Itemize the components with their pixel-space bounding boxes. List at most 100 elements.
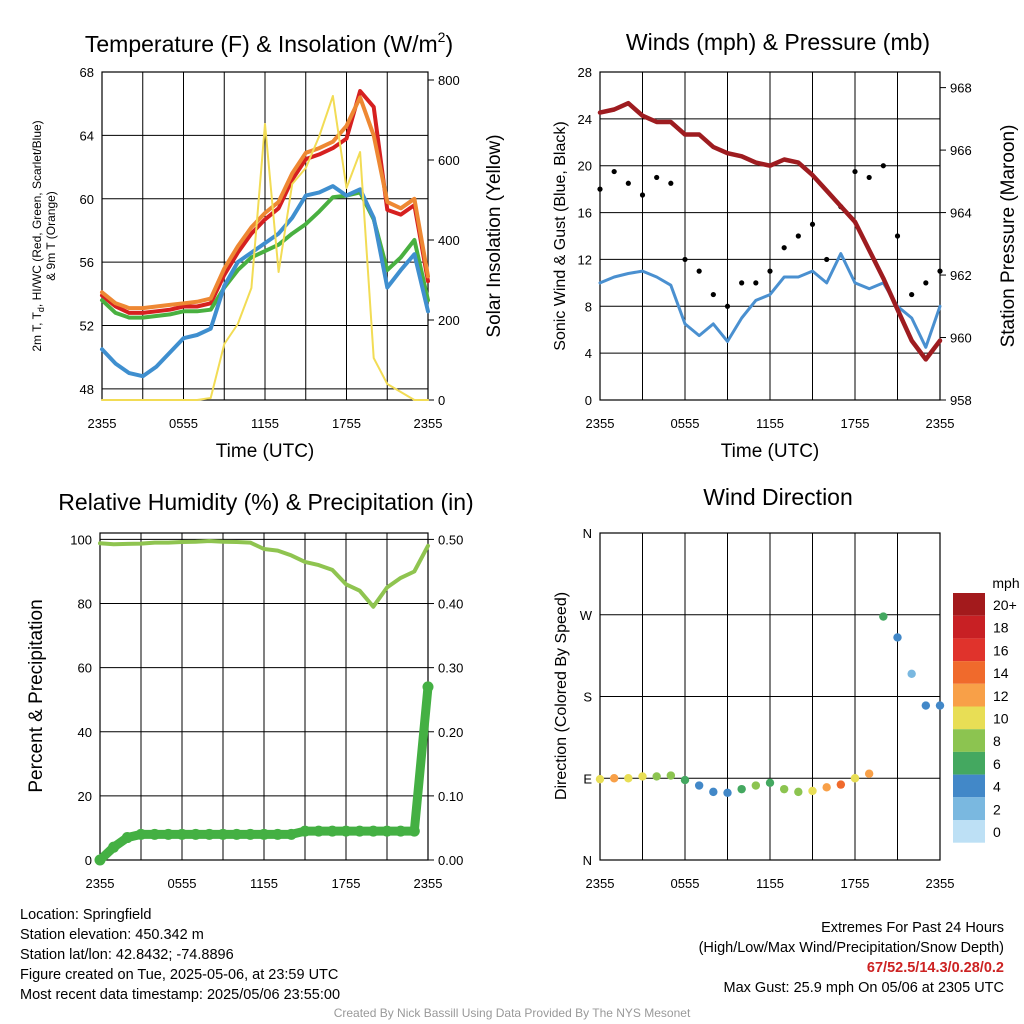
- series-precipitation: [258, 828, 270, 840]
- y-tick-label: 0: [85, 853, 92, 868]
- series-relative-humidity: [98, 539, 430, 609]
- legend-swatch: [953, 774, 985, 798]
- series-gust: [909, 291, 915, 298]
- legend-label: 4: [993, 779, 1001, 795]
- extremes-values: 67/52.5/14.3/0.28/0.2: [866, 960, 1004, 976]
- series-precipitation: [162, 828, 174, 840]
- direction-point: [680, 775, 690, 785]
- legend-label: 18: [993, 620, 1009, 636]
- legend-swatch: [953, 706, 985, 730]
- series-precipitation: [190, 828, 202, 840]
- legend-label: 10: [993, 711, 1009, 727]
- x-tick-label: 0555: [671, 876, 700, 891]
- extremes-heading: Extremes For Past 24 Hours: [821, 920, 1004, 936]
- legend-swatch: [953, 638, 985, 662]
- x-axis-label: Time (UTC): [216, 441, 315, 462]
- y-tick-label: 80: [78, 597, 92, 612]
- y2-tick-label: 966: [950, 143, 972, 158]
- created-text: Figure created on Tue, 2025-05-06, at 23…: [20, 967, 339, 983]
- x-tick-label: 1155: [251, 416, 279, 431]
- x-tick-label: 2355: [926, 416, 955, 431]
- legend-swatch: [953, 615, 985, 639]
- series-precipitation: [422, 681, 434, 693]
- series-gust: [880, 163, 886, 169]
- y2-tick-label: 964: [950, 206, 972, 221]
- legend-label: 2: [993, 801, 1001, 817]
- series-gust: [795, 233, 801, 239]
- series-precipitation: [149, 828, 161, 840]
- direction-point: [921, 701, 931, 710]
- y-tick-label: 20: [578, 159, 592, 174]
- x-tick-label: 1755: [332, 876, 361, 891]
- y2-tick-label: 0: [438, 393, 445, 408]
- series-gust: [597, 186, 603, 192]
- series-gust: [923, 280, 929, 286]
- direction-point: [779, 784, 789, 794]
- y2-tick-label: 0.30: [438, 661, 463, 676]
- x-tick-label: 2355: [88, 416, 117, 431]
- direction-point: [737, 784, 746, 794]
- series-solar: [101, 95, 429, 401]
- y-axis-label: 2m T, Td, HI/WC (Red, Green, Scarlet/Blu…: [30, 120, 46, 351]
- direction-point: [609, 774, 619, 783]
- direction-point: [666, 771, 676, 780]
- y2-tick-label: 0.50: [438, 532, 463, 547]
- direction-point: [935, 701, 945, 710]
- y-tick-label: 48: [80, 382, 94, 397]
- y2-tick-label: 960: [950, 331, 972, 346]
- series-gust: [753, 280, 759, 286]
- direction-point: [751, 781, 761, 790]
- series-gust: [710, 291, 716, 298]
- direction-point: [595, 774, 605, 784]
- y2-tick-label: 600: [438, 153, 460, 168]
- series-precipitation-group: [94, 681, 434, 866]
- y-tick-label: E: [583, 771, 592, 786]
- y-tick-label: 20: [78, 789, 92, 804]
- x-axis-label: Time (UTC): [721, 441, 820, 462]
- series-gust: [809, 221, 816, 227]
- x-tick-label: 1155: [250, 876, 278, 891]
- panel-humidity: [99, 532, 434, 861]
- series-precipitation: [395, 825, 407, 837]
- y-axis-label: Percent & Precipitation: [26, 599, 47, 792]
- direction-point: [893, 633, 902, 642]
- x-tick-label: 2355: [86, 876, 115, 891]
- series-precipitation: [217, 828, 229, 840]
- credit-text: Created By Nick Bassill Using Data Provi…: [333, 1006, 691, 1020]
- direction-point: [723, 788, 732, 797]
- series-gust: [696, 268, 702, 274]
- series-gust: [852, 168, 858, 175]
- series-gust: [639, 192, 646, 198]
- elevation-text: Station elevation: 450.342 m: [20, 927, 204, 943]
- y-tick-label: 60: [80, 192, 94, 207]
- y-tick-label: 100: [70, 532, 92, 547]
- y-tick-label: 40: [78, 725, 92, 740]
- chart-title: Wind Direction: [703, 484, 853, 510]
- x-tick-label: 1755: [841, 416, 870, 431]
- x-tick-label: 1755: [332, 416, 361, 431]
- y-tick-label: 56: [80, 255, 94, 270]
- x-tick-label: 1155: [756, 416, 784, 431]
- y-tick-label: 12: [578, 252, 592, 267]
- y-tick-label: 52: [80, 319, 94, 334]
- legend-label: 12: [993, 688, 1009, 704]
- series-gust: [611, 168, 617, 175]
- y2-tick-label: 800: [438, 73, 460, 88]
- y-axis-label: Sonic Wind & Gust (Blue, Black): [552, 121, 569, 350]
- series-precipitation: [231, 828, 243, 840]
- direction-point: [709, 787, 718, 797]
- series-precipitation: [135, 828, 147, 840]
- legend-label: 14: [993, 665, 1009, 681]
- extremes-subheading: (High/Low/Max Wind/Precipitation/Snow De…: [698, 940, 1004, 956]
- recent-data-text: Most recent data timestamp: 2025/05/06 2…: [20, 987, 341, 1003]
- panel-wind-direction: [599, 532, 941, 861]
- plot-frame: [599, 532, 941, 861]
- direction-point: [624, 774, 633, 783]
- max-gust-text: Max Gust: 25.9 mph On 05/06 at 2305 UTC: [723, 980, 1004, 996]
- y-tick-label: 0: [585, 393, 592, 408]
- y-tick-label: 28: [578, 65, 592, 80]
- legend-swatch: [953, 797, 985, 820]
- series-precipitation: [313, 825, 325, 837]
- series-precipitation: [203, 828, 215, 840]
- x-tick-label: 2355: [414, 416, 443, 431]
